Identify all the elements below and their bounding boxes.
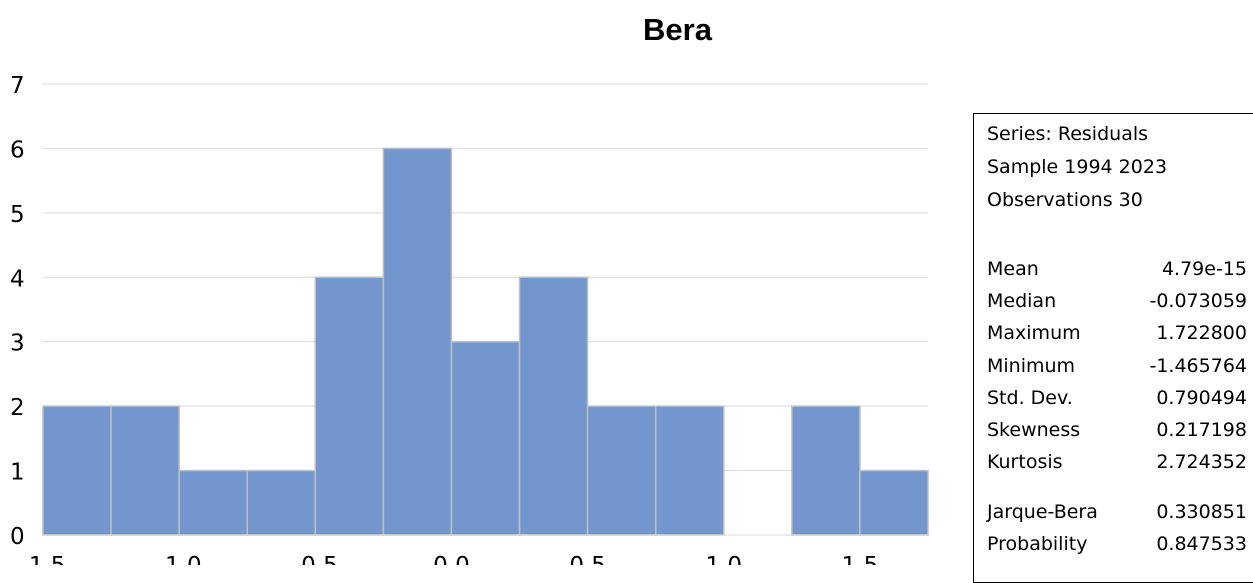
x-tick-label: -1.0: [157, 553, 202, 565]
y-tick-label: 0: [10, 524, 25, 550]
y-tick-label: 7: [10, 73, 25, 99]
histogram-bar: [246, 469, 317, 536]
x-tick-label: 0.5: [569, 553, 606, 565]
stat-row-median: Median -0.073059: [987, 290, 1247, 314]
stat-label: Maximum: [987, 322, 1081, 344]
y-tick-label: 4: [10, 266, 25, 292]
stat-row-maximum: Maximum 1.722800: [987, 322, 1247, 346]
stat-value: -1.465764: [1149, 355, 1247, 377]
stat-row-std-dev: Std. Dev. 0.790494: [987, 387, 1247, 411]
stat-row-skewness: Skewness 0.217198: [987, 419, 1247, 443]
y-tick-label: 2: [10, 395, 25, 421]
stat-value: 2.724352: [1156, 451, 1247, 473]
stat-row-minimum: Minimum -1.465764: [987, 355, 1247, 379]
stat-value: 0.790494: [1156, 387, 1247, 409]
stat-label: Probability: [987, 533, 1088, 555]
stat-label: Mean: [987, 258, 1039, 280]
histogram-bar: [518, 276, 589, 536]
histogram-bar: [586, 405, 657, 536]
histogram-bar: [859, 469, 929, 536]
stats-series: Series: Residuals: [987, 123, 1149, 145]
histogram-bar: [654, 405, 725, 536]
y-tick-label: 1: [10, 460, 25, 486]
x-tick-label: 1.5: [842, 553, 879, 565]
y-tick-label: 5: [10, 202, 25, 228]
stat-value: 0.330851: [1156, 501, 1247, 523]
stat-row-mean: Mean 4.79e-15: [987, 258, 1247, 282]
stat-row-kurtosis: Kurtosis 2.724352: [987, 451, 1247, 475]
histogram-bar: [450, 340, 521, 536]
stat-label: Jarque-Bera: [987, 501, 1098, 523]
stat-value: 4.79e-15: [1161, 258, 1247, 280]
stat-label: Minimum: [987, 355, 1076, 377]
stat-value: -0.073059: [1149, 290, 1247, 312]
x-tick-label: 1.0: [705, 553, 742, 565]
histogram-plot: 0 1 2 3 4 5 6 7 -1.5 -1.0 -0.5 0.0 0.5 1.0 1.5: [10, 73, 929, 565]
stat-label: Skewness: [987, 419, 1081, 441]
y-tick-label: 6: [10, 137, 25, 163]
x-tick-label: -1.5: [21, 553, 66, 565]
histogram-bar: [314, 276, 385, 536]
stats-box: Series: Residuals Sample 1994 2023 Obser…: [973, 113, 1253, 583]
stat-label: Kurtosis: [987, 451, 1063, 473]
histogram-bar: [42, 405, 112, 536]
stat-value: 0.217198: [1156, 419, 1247, 441]
chart-title: Bera: [643, 12, 712, 47]
histogram-bar: [791, 405, 861, 536]
histogram-bar: [382, 147, 453, 536]
stats-sample: Sample 1994 2023: [987, 156, 1168, 178]
x-tick-label: 0.0: [433, 553, 470, 565]
stats-observations: Observations 30: [987, 189, 1143, 211]
y-tick-label: 3: [10, 331, 25, 357]
stat-label: Std. Dev.: [987, 387, 1073, 409]
histogram-bar: [178, 469, 248, 536]
stat-value: 0.847533: [1156, 533, 1247, 555]
x-tick-label: -0.5: [293, 553, 338, 565]
histogram-bar: [110, 405, 180, 536]
stat-row-jarque-bera: Jarque-Bera 0.330851: [987, 501, 1247, 525]
stat-row-probability: Probability 0.847533: [987, 533, 1247, 557]
stat-value: 1.722800: [1156, 322, 1247, 344]
stat-label: Median: [987, 290, 1057, 312]
